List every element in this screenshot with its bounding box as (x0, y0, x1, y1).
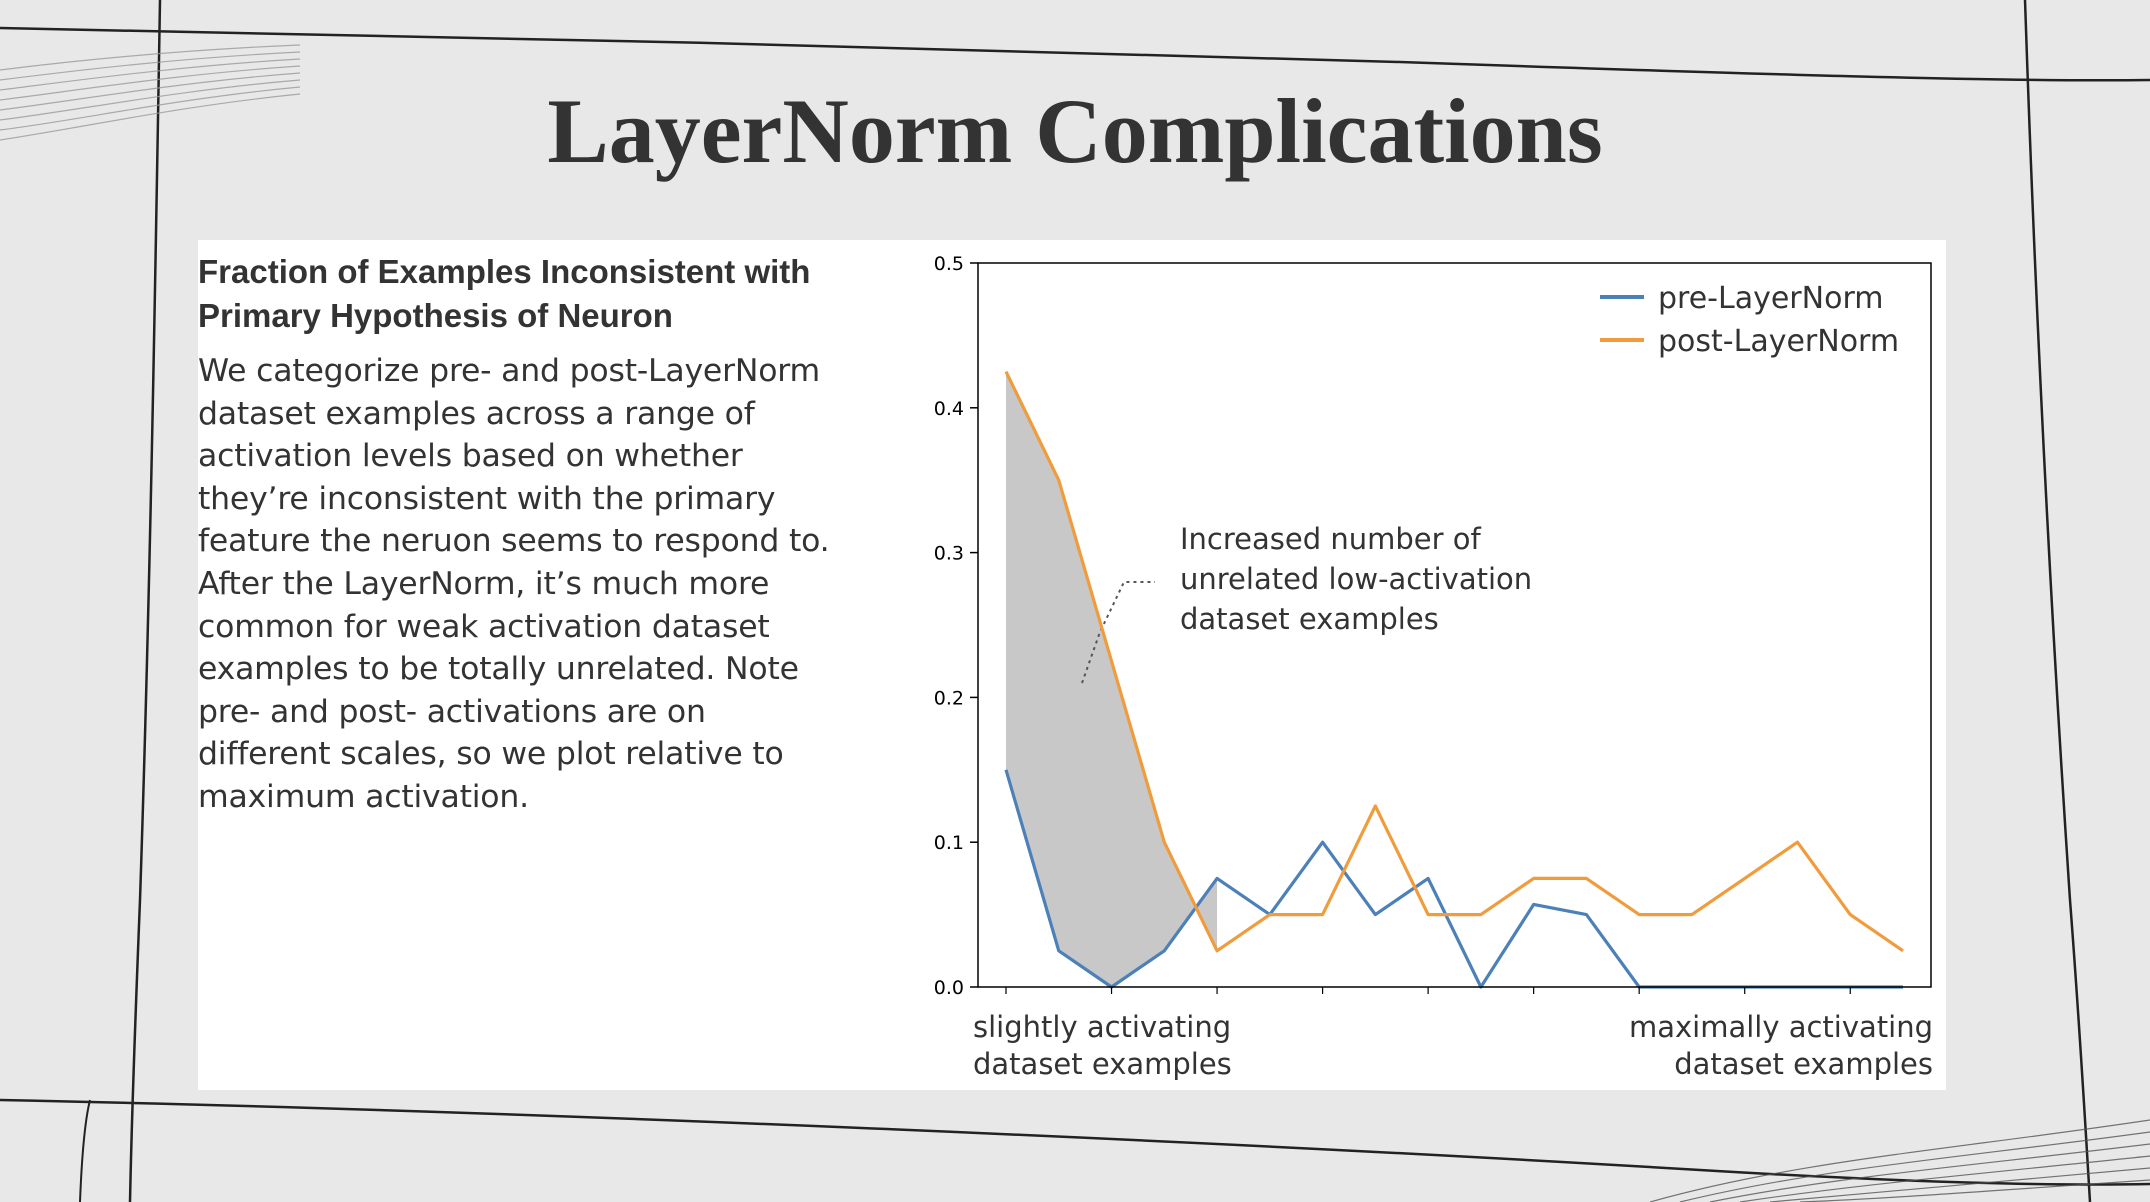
text-body-line: they’re inconsistent with the primary (198, 480, 776, 517)
frame-line-right (2023, 0, 2092, 1202)
text-body-line: maximum activation. (198, 778, 529, 815)
line-chart: 0.0 0.1 0.2 0.3 0.4 0.5 pre-LayerNorm post-Lay… (934, 253, 1933, 1081)
content-panel: Fraction of Examples Inconsistent with P… (198, 240, 1946, 1090)
wave-texture-top-left (0, 44, 301, 141)
text-body-line: After the LayerNorm, it’s much more (198, 565, 770, 602)
text-body: We categorize pre- and post-LayerNorm da… (198, 350, 888, 819)
annotation-line: unrelated low-activation (1180, 562, 1532, 596)
frame-line-extra (79, 1099, 91, 1202)
text-body-line: different scales, so we plot relative to (198, 736, 784, 773)
shaded-region-layer (1006, 371, 1218, 988)
legend-label: pre-LayerNorm (1658, 281, 1883, 316)
frame-line-bottom (0, 1098, 2150, 1186)
frame-line-left (128, 0, 162, 1202)
shaded-region (1006, 371, 1218, 988)
x-label-left: dataset examples (973, 1047, 1232, 1081)
x-label-right: dataset examples (1674, 1047, 1933, 1081)
annotation-line: Increased number of (1180, 522, 1481, 556)
x-axis (1005, 987, 1851, 994)
text-block: Fraction of Examples Inconsistent with P… (198, 250, 888, 819)
y-tick-label: 0.2 (934, 687, 964, 709)
text-heading-line-1: Fraction of Examples Inconsistent with (198, 253, 811, 290)
text-body-line: examples to be totally unrelated. Note (198, 651, 799, 688)
text-heading: Fraction of Examples Inconsistent with P… (198, 250, 888, 338)
y-tick-label: 0.5 (934, 253, 964, 275)
annotation-line: dataset examples (1180, 602, 1439, 636)
y-axis: 0.0 0.1 0.2 0.3 0.4 0.5 (934, 253, 978, 999)
text-body-line: dataset examples across a range of (198, 395, 755, 432)
text-body-line: We categorize pre- and post-LayerNorm (198, 353, 820, 389)
series-line-post-layernorm (1004, 370, 1904, 953)
x-label-right: maximally activating (1629, 1010, 1933, 1044)
annotation: Increased number of unrelated low-activat… (1180, 522, 1532, 636)
y-tick-label: 0.4 (934, 398, 964, 420)
legend: pre-LayerNorm post-LayerNorm (1600, 281, 1899, 359)
frame-line-top (0, 26, 2150, 82)
x-label-left: slightly activating (973, 1010, 1231, 1044)
slide-title: LayerNorm Complications (547, 80, 1603, 182)
text-heading-line-2: Primary Hypothesis of Neuron (198, 297, 673, 334)
wave-texture-bottom-right (1649, 1119, 2150, 1202)
y-tick-label: 0.1 (934, 832, 964, 854)
text-body-line: common for weak activation dataset (198, 608, 770, 645)
y-tick-label: 0.3 (934, 543, 964, 565)
text-body-line: pre- and post- activations are on (198, 693, 706, 730)
y-tick-label: 0.0 (934, 977, 964, 999)
text-body-line: activation levels based on whether (198, 438, 743, 475)
legend-label: post-LayerNorm (1658, 324, 1899, 359)
plot-frame (977, 262, 1932, 988)
text-body-line: feature the neruon seems to respond to. (198, 523, 830, 560)
